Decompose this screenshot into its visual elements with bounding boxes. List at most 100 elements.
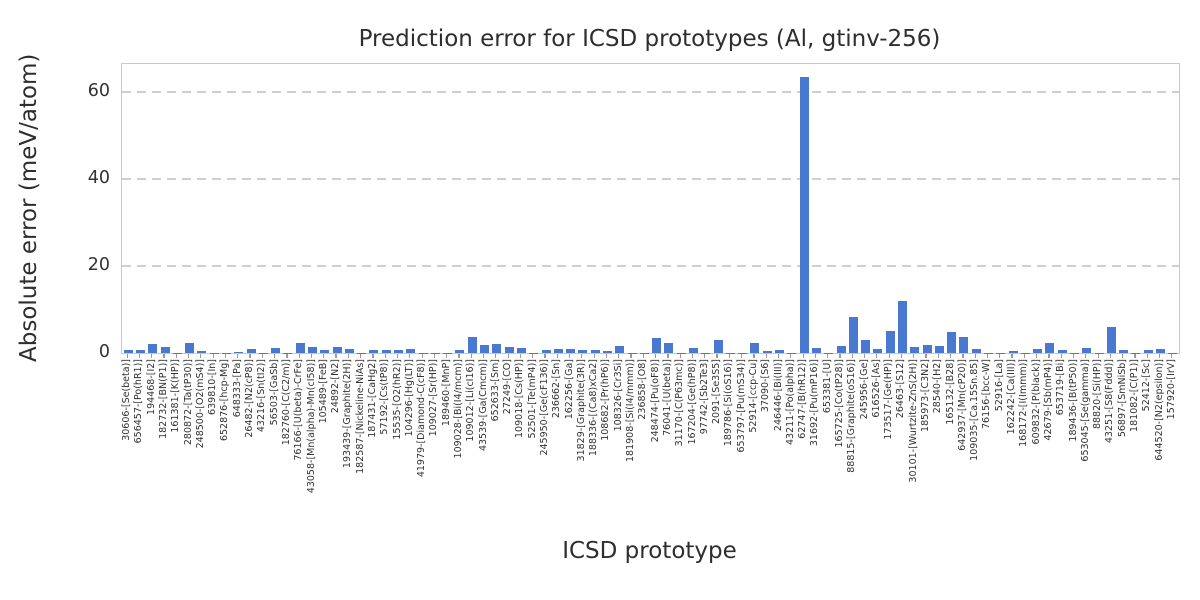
- x-tick-label: 236858-[O8]: [637, 359, 649, 420]
- x-tick-label: 165132-[B28]: [944, 359, 956, 425]
- x-tick-mark: [482, 354, 485, 358]
- bar: [1106, 326, 1116, 353]
- x-tick-mark: [212, 354, 214, 358]
- x-tick-label: 42679-[Sb(mP4)]: [1042, 359, 1054, 441]
- x-tick-mark: [851, 354, 853, 358]
- bar: [160, 346, 170, 353]
- x-tick-mark: [1085, 354, 1087, 358]
- x-tick-label: 52412-[Sc]: [1141, 359, 1153, 412]
- x-tick-mark: [962, 354, 964, 358]
- bar: [910, 346, 920, 353]
- x-tick-label: 245956-[Ge]: [858, 359, 870, 420]
- x-tick-label: 26482-[N2(cP8)]: [244, 359, 256, 438]
- x-tick-mark: [728, 354, 730, 358]
- x-tick-mark: [581, 354, 583, 358]
- bar: [480, 344, 490, 353]
- x-tick-label: 248474-[Pu(oF8)]: [649, 359, 661, 443]
- bar: [1008, 351, 1018, 353]
- bar: [836, 346, 846, 353]
- x-tick-mark: [360, 354, 362, 358]
- x-tick-mark: [298, 354, 300, 358]
- x-tick-label: 189460-[MnP]: [440, 359, 452, 427]
- x-tick-mark: [630, 354, 632, 358]
- x-tick-label: 62747-[B(hR12)]: [797, 359, 809, 439]
- x-tick-label: 43058-[Mn(alpha)-Mn(cI58)]: [305, 359, 317, 494]
- x-tick-mark: [667, 354, 669, 358]
- x-tick-mark: [433, 354, 435, 358]
- x-tick-mark: [605, 354, 608, 358]
- x-tick-mark: [519, 354, 522, 358]
- bar: [308, 346, 317, 353]
- bar: [762, 350, 772, 353]
- x-tick-mark: [470, 354, 472, 358]
- x-tick-mark: [679, 354, 681, 358]
- x-tick-label: 168172-[I(Immm)]: [1018, 359, 1030, 447]
- bar: [775, 350, 785, 353]
- x-tick-mark: [814, 354, 816, 358]
- x-tick-mark: [544, 354, 546, 358]
- x-tick-label: 161381-[K(HP)]: [170, 359, 182, 433]
- x-tick-label: 182732-[BN(P1)]: [158, 359, 170, 439]
- x-tick-label: 609832-[P(black)]: [1030, 359, 1042, 445]
- x-tick-mark: [642, 354, 644, 358]
- x-tick-mark: [827, 354, 829, 358]
- x-tick-mark: [556, 354, 558, 358]
- chart-title: Prediction error for ICSD prototypes (Al…: [358, 26, 941, 52]
- x-tick-mark: [163, 354, 165, 358]
- bar: [689, 347, 699, 353]
- x-tick-mark: [1158, 354, 1161, 358]
- x-tick-label: 194468-[I2]: [145, 359, 157, 415]
- x-tick-mark: [790, 354, 792, 358]
- x-tick-mark: [409, 354, 411, 358]
- x-tick-label: 30101-[Wurtzite-ZnS(2H)]: [907, 359, 919, 483]
- x-tick-label: 639810-[In]: [207, 359, 219, 415]
- x-tick-label: 43211-[Po(alpha)]: [784, 359, 796, 446]
- bar: [873, 348, 883, 353]
- x-tick-mark: [1134, 354, 1136, 358]
- x-tick-mark: [1109, 354, 1111, 358]
- x-tick-mark: [937, 354, 939, 358]
- x-tick-label: 245950-[Ge(cF136)]: [539, 359, 551, 456]
- x-tick-label: 105489-[FeB]: [317, 359, 329, 424]
- x-tick-label: 56503-[GaSb]: [268, 359, 280, 426]
- x-tick-mark: [1048, 354, 1050, 358]
- bar: [1045, 343, 1055, 353]
- x-tick-label: 187431-[CaHg2]: [366, 359, 378, 438]
- bar: [504, 347, 514, 353]
- x-tick-label: 157920-[IrV]: [1165, 359, 1177, 420]
- x-tick-mark: [347, 354, 349, 358]
- x-tick-label: 52916-[La]: [993, 359, 1005, 412]
- bar: [848, 317, 858, 353]
- x-tick-mark: [716, 354, 718, 358]
- bar: [664, 343, 674, 353]
- y-axis-label: Absolute error (meV/atom): [16, 53, 42, 362]
- bar: [885, 331, 895, 353]
- x-tick-label: 76041-[U(beta)]: [661, 359, 673, 436]
- x-tick-label: 167204-[Ge(hP8)]: [686, 359, 698, 445]
- x-tick-mark: [691, 354, 694, 358]
- x-tick-mark: [913, 354, 915, 358]
- x-tick-label: 24892-[N2]: [330, 359, 342, 414]
- x-tick-mark: [187, 354, 190, 358]
- x-tick-mark: [138, 354, 141, 358]
- x-tick-mark: [1036, 354, 1038, 358]
- x-tick-mark: [396, 354, 399, 358]
- x-tick-mark: [495, 354, 497, 358]
- y-tick-label: 20: [87, 255, 110, 276]
- x-tick-mark: [999, 354, 1001, 358]
- x-tick-label: 43251-[S8(Fddd)]: [1104, 359, 1116, 444]
- bar: [1156, 348, 1166, 353]
- x-tick-mark: [323, 354, 325, 358]
- x-tick-label: 108682-[Pr(hP6)]: [600, 359, 612, 441]
- x-tick-label: 165725-[Co(tP28)]: [834, 359, 845, 448]
- x-tick-label: 76156-[bcc-W]: [981, 359, 993, 429]
- x-tick-label: 173517-[Ge(HP)]: [883, 359, 895, 440]
- x-tick-mark: [802, 354, 804, 358]
- x-tick-mark: [507, 354, 509, 358]
- bar: [541, 350, 551, 353]
- x-tick-mark: [655, 354, 657, 358]
- x-tick-mark: [458, 354, 460, 358]
- bar: [811, 347, 821, 353]
- gridline-y20: [122, 265, 1179, 267]
- x-tick-mark: [446, 354, 448, 358]
